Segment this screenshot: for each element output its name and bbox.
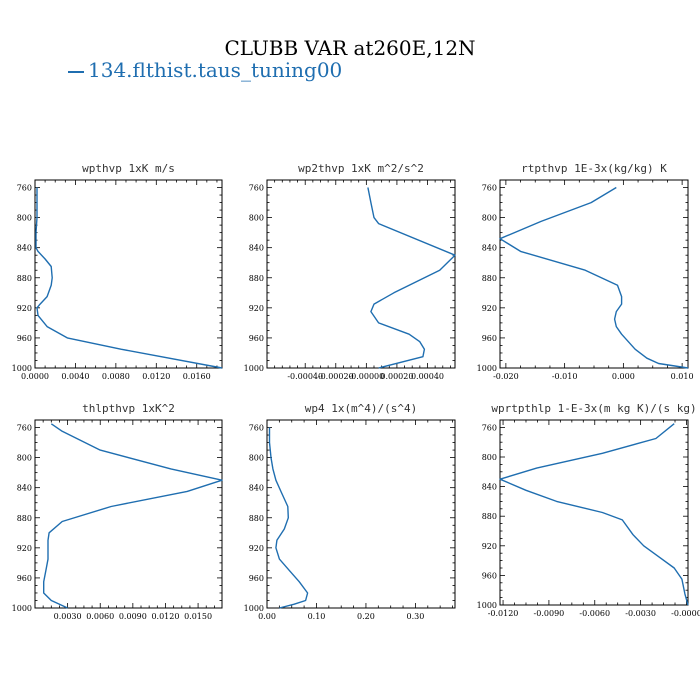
y-tick-label: 920 [249,304,264,313]
y-tick-label: 960 [17,574,32,583]
series-line [499,186,689,369]
x-tick-label: 0.010 [671,372,694,381]
panel-title: wp2thvp 1xK m^2/s^2 [298,162,424,175]
legend-line-swatch [68,70,84,73]
x-tick-label: -0.0000 [671,609,700,618]
plot-frame [266,419,456,609]
panel-title: wprtpthlp 1-E-3x(m kg K)/(s kg) [491,402,696,415]
y-tick-label: 920 [482,542,497,551]
y-tick-label: 800 [17,214,32,223]
series-line [499,423,689,606]
x-tick-label: 0.0000 [21,372,49,381]
y-tick-label: 880 [17,274,32,283]
x-tick-label: -0.0030 [625,609,656,618]
panel-title: rtpthvp 1E-3x(kg/kg) K [521,162,667,175]
panel-title: thlpthvp 1xK^2 [82,402,175,415]
y-tick-label: 960 [249,334,264,343]
y-tick-label: 880 [249,514,264,523]
y-tick-label: 800 [482,453,497,462]
panel-title: wpthvp 1xK m/s [82,162,175,175]
y-tick-label: 760 [17,424,32,433]
x-tick-label: 0.0090 [119,612,147,621]
x-tick-label: -0.00000 [348,372,384,381]
x-tick-label: 0.30 [407,612,425,621]
y-tick-label: 1000 [244,364,264,373]
y-tick-label: 880 [249,274,264,283]
plot-frame [34,179,223,369]
x-tick-label: 0.00020 [380,372,413,381]
y-tick-label: 1000 [477,601,497,610]
x-tick-label: 0.0120 [142,372,170,381]
x-tick-label: -0.0090 [534,609,565,618]
plot-panel-2: wp2thvp 1xK m^2/s^2 760 800 840 880 920 960 100… [244,162,456,381]
x-tick-label: 0.0150 [184,612,212,621]
series-line [43,423,223,609]
x-tick-label: 0.0040 [61,372,89,381]
plot-frame [266,179,456,369]
x-tick-label: -0.0120 [488,609,519,618]
y-tick-label: 920 [17,544,32,553]
y-tick-label: 760 [482,184,497,193]
y-tick-label: 960 [482,571,497,580]
chart-main-title: CLUBB VAR at260E,12N [224,36,476,60]
x-tick-label: -0.00020 [318,372,354,381]
x-tick-label: -0.0060 [579,609,610,618]
y-tick-label: 1000 [244,604,264,613]
x-tick-label: 0.000 [612,372,635,381]
y-tick-label: 960 [249,574,264,583]
plot-panel-5: wp4 1x(m^4)/(s^4)76080084088092096010000… [244,402,456,621]
y-tick-label: 1000 [12,364,32,373]
y-tick-label: 880 [17,514,32,523]
y-tick-label: 760 [482,423,497,432]
y-tick-label: 800 [482,214,497,223]
x-tick-label: -0.020 [493,372,519,381]
y-tick-label: 920 [249,544,264,553]
y-tick-label: 880 [482,512,497,521]
x-tick-label: 0.0060 [86,612,114,621]
y-tick-label: 840 [17,484,32,493]
legend-entry: 134.flthist.taus_tuning00 [68,58,342,82]
x-tick-label: 0.00040 [411,372,444,381]
y-tick-label: 960 [17,334,32,343]
series-line [35,187,223,369]
x-tick-label: -0.00040 [287,372,323,381]
y-tick-label: 760 [17,184,32,193]
plot-panel-3: rtpthvp 1E-3x(kg/kg) K 760 800 840 880 920 960… [477,162,694,381]
y-tick-label: 920 [482,304,497,313]
y-tick-label: 840 [482,483,497,492]
y-tick-label: 760 [249,424,264,433]
y-tick-label: 880 [482,274,497,283]
y-tick-label: 840 [482,244,497,253]
plot-panel-6: wprtpthlp 1-E-3x(m kg K)/(s kg) 760 800 840… [477,402,700,618]
x-tick-label: 0.0120 [151,612,179,621]
y-tick-label: 840 [17,244,32,253]
legend-label: 134.flthist.taus_tuning00 [88,58,343,82]
series-line [367,187,456,369]
plot-panel-1: wpthvp 1xK m/s76080084088092096010000.00… [12,162,223,381]
y-tick-label: 800 [249,454,264,463]
x-tick-label: 0.00 [258,612,276,621]
y-tick-label: 840 [249,244,264,253]
x-tick-label: 0.0080 [102,372,130,381]
y-tick-label: 960 [482,334,497,343]
y-tick-label: 920 [17,304,32,313]
y-tick-label: 760 [249,184,264,193]
y-tick-label: 800 [249,214,264,223]
series-line [268,427,309,609]
y-tick-label: 800 [17,454,32,463]
y-tick-label: 1000 [477,364,497,373]
x-tick-label: -0.010 [552,372,578,381]
x-tick-label: 0.10 [308,612,326,621]
x-tick-label: 0.0160 [183,372,211,381]
x-tick-label: 0.0030 [54,612,82,621]
x-tick-label: 0.20 [357,612,375,621]
plot-frame [499,419,689,606]
y-tick-label: 840 [249,484,264,493]
plot-frame [34,419,223,609]
plot-panel-4: thlpthvp 1xK^2 760 800 840 880 920 960 1000 0.00… [12,402,223,621]
y-tick-label: 1000 [12,604,32,613]
panel-title: wp4 1x(m^4)/(s^4) [305,402,418,415]
